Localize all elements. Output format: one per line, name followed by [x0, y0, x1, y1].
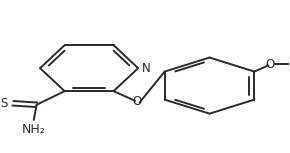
Text: N: N: [142, 62, 150, 75]
Text: O: O: [133, 95, 142, 108]
Text: S: S: [0, 97, 8, 110]
Text: O: O: [265, 58, 274, 71]
Text: NH₂: NH₂: [22, 123, 46, 136]
